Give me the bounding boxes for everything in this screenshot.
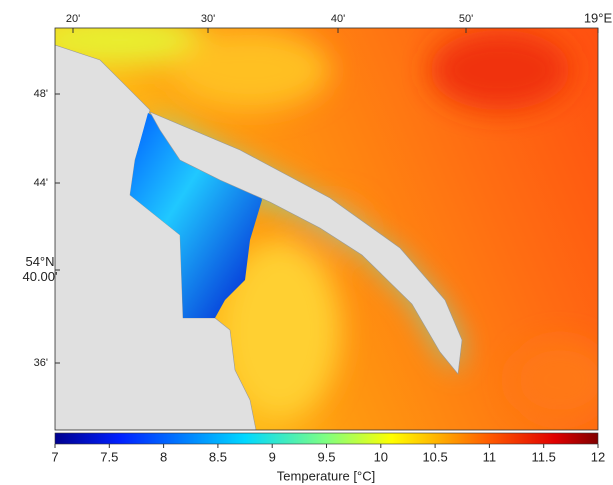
colorbar-tick-label: 9.5 bbox=[317, 449, 335, 464]
latitude-label: 54°N bbox=[25, 254, 54, 269]
longitude-label: 50' bbox=[459, 13, 473, 25]
longitude-label: 30' bbox=[201, 13, 215, 25]
latitude-label: 44' bbox=[34, 177, 48, 189]
colorbar-tick-label: 12 bbox=[591, 449, 605, 464]
map-area bbox=[55, 28, 598, 430]
colorbar-tick-label: 11.5 bbox=[532, 449, 556, 464]
colorbar-tick-label: 9 bbox=[269, 449, 276, 464]
colorbar-tick-label: 7.5 bbox=[100, 449, 118, 464]
colorbar-tick-label: 7 bbox=[51, 449, 58, 464]
latitude-label: 36' bbox=[34, 357, 48, 369]
latitude-label: 48' bbox=[34, 88, 48, 100]
colorbar-tick-label: 10.5 bbox=[422, 449, 447, 464]
colorbar-tick-label: 10 bbox=[374, 449, 388, 464]
colorbar-tick-label: 8 bbox=[160, 449, 167, 464]
colorbar bbox=[54, 432, 599, 445]
colorbar-tick-label: 8.5 bbox=[209, 449, 227, 464]
longitude-label: 20' bbox=[66, 13, 80, 25]
colorbar-tick-label: 11 bbox=[483, 449, 497, 464]
map-frame bbox=[54, 27, 599, 431]
longitude-label: 40' bbox=[331, 13, 345, 25]
longitude-label: 19°E bbox=[584, 10, 613, 25]
latitude-label: 40.00' bbox=[22, 269, 57, 284]
colorbar-label: Temperature [°C] bbox=[277, 468, 375, 483]
